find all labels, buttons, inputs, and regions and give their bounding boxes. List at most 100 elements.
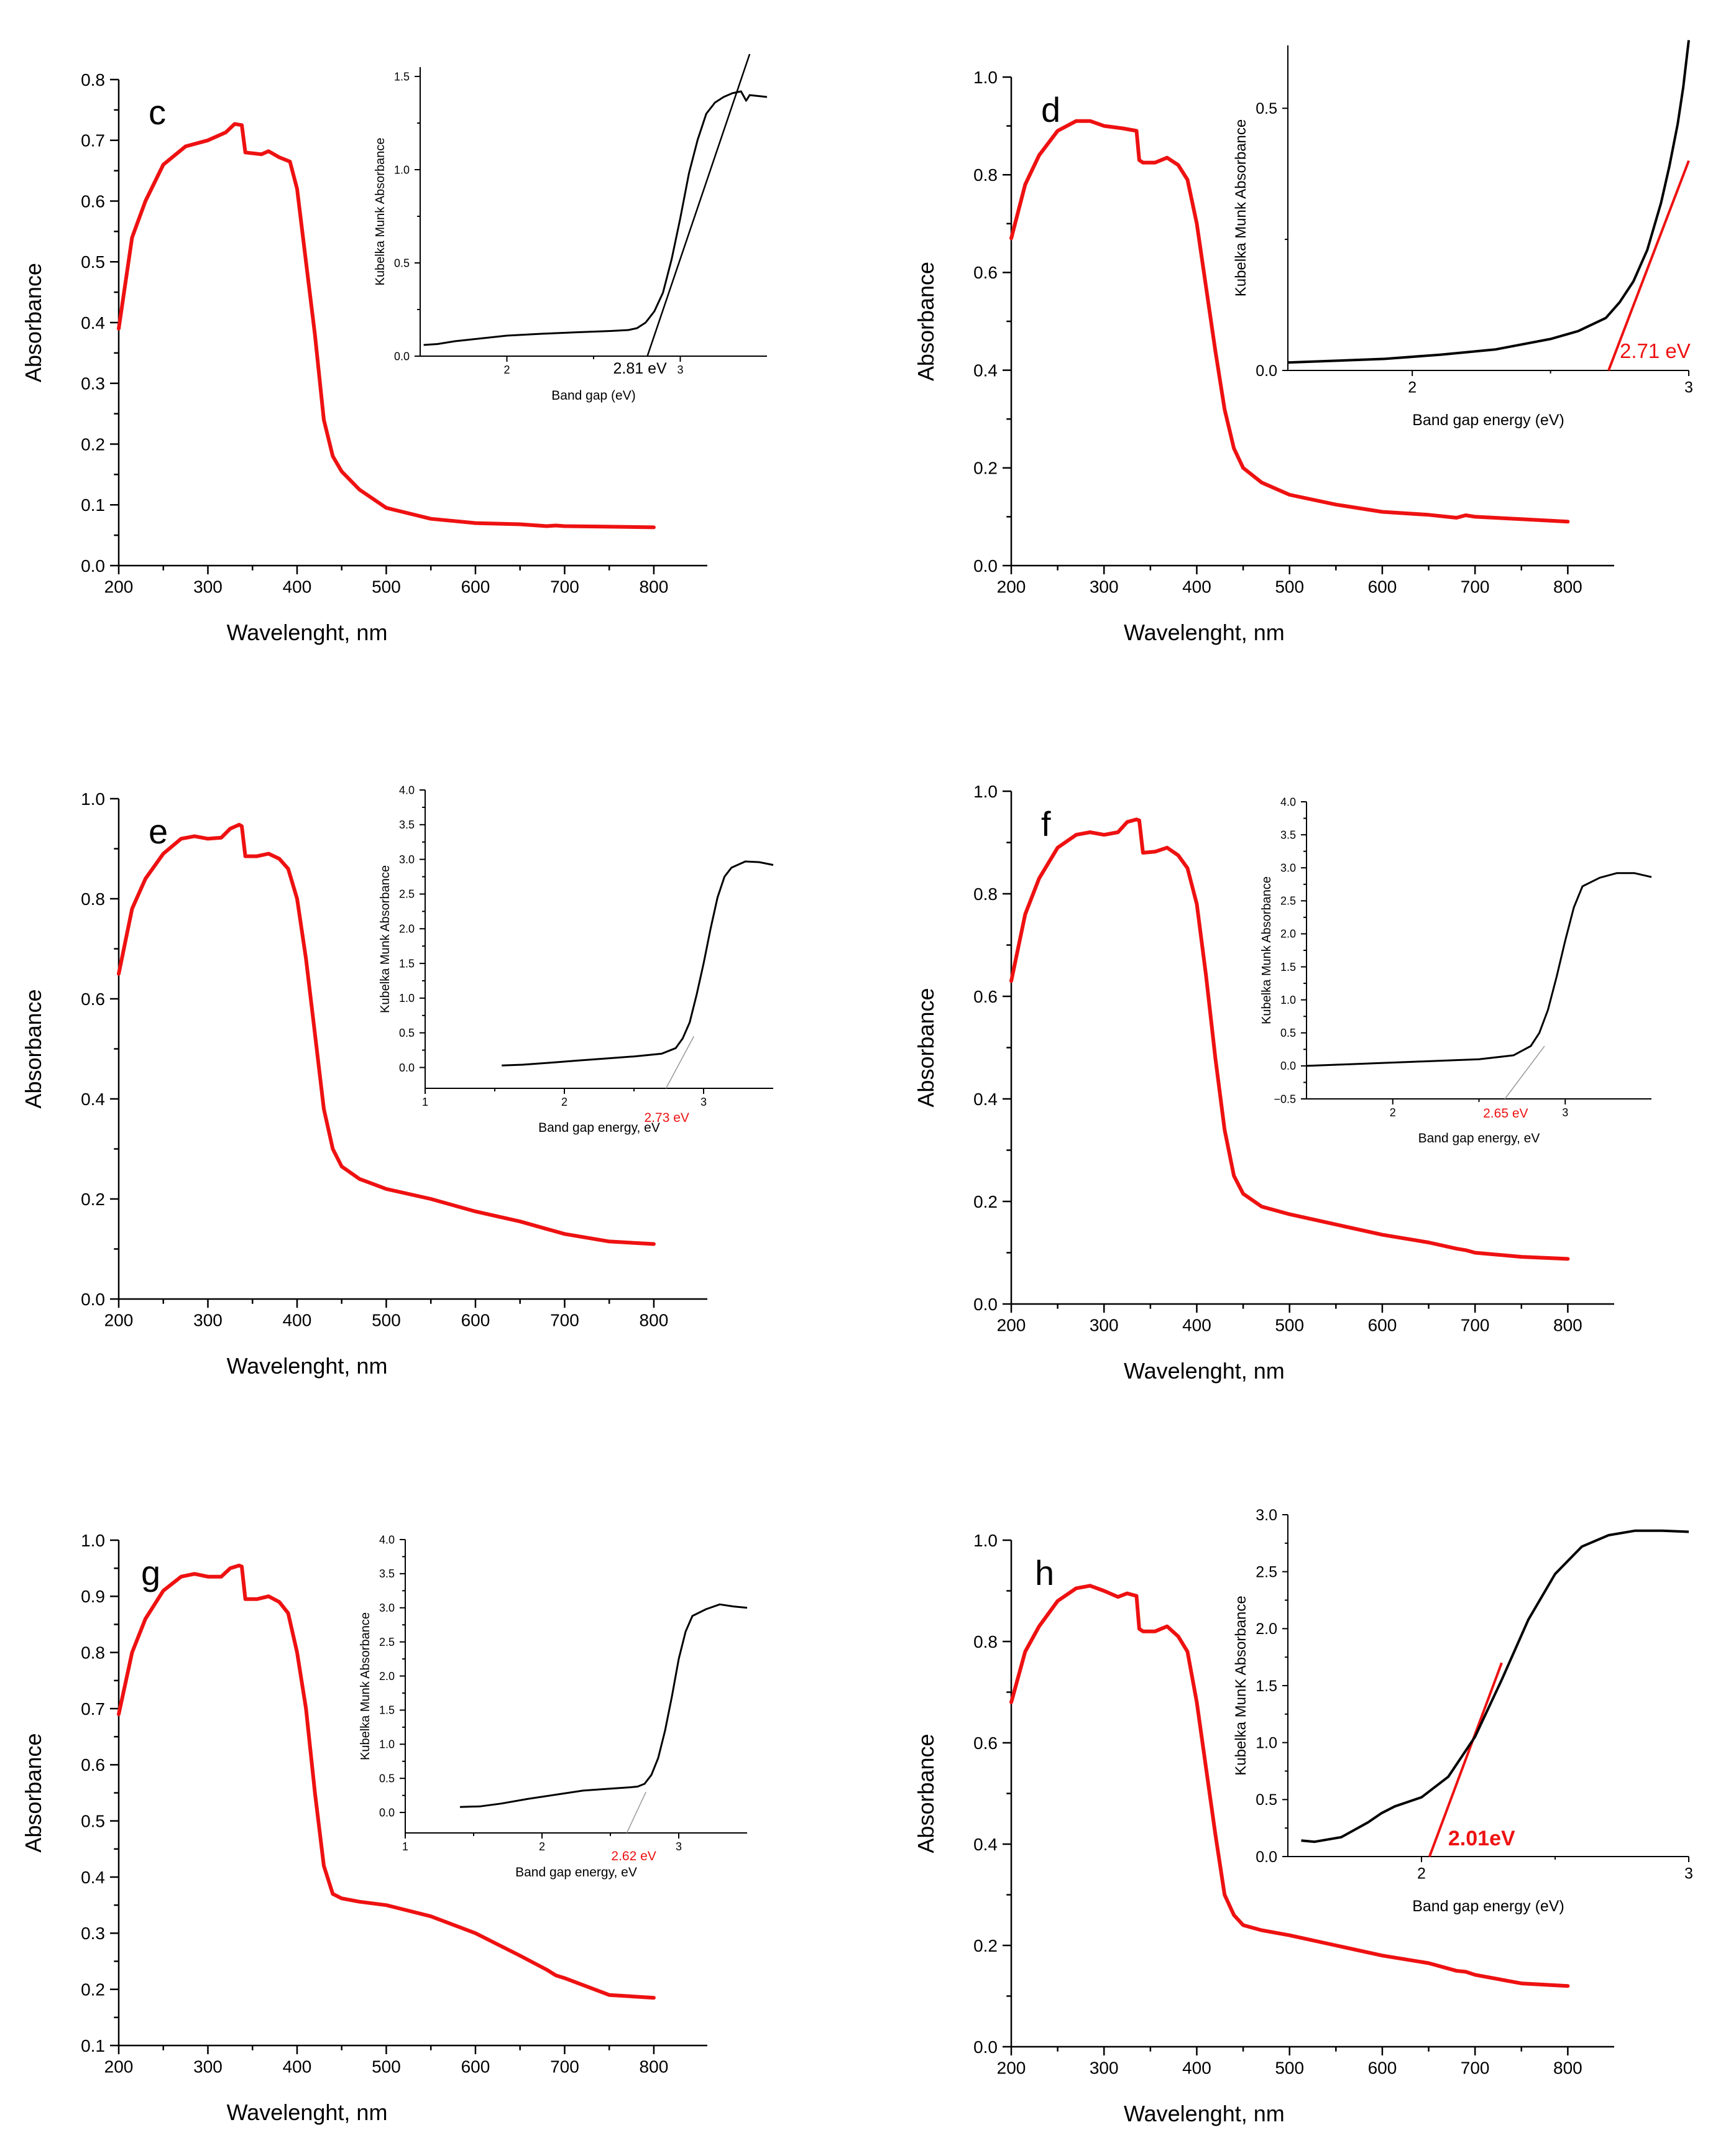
main-y-tick-label: 0.3 xyxy=(81,1924,105,1943)
main-x-tick-label: 200 xyxy=(997,1315,1026,1334)
inset-y-tick-label: 0.5 xyxy=(1256,1791,1277,1809)
inset-y-tick-label: 3.0 xyxy=(1280,862,1296,875)
panel-g: 200 300 400 500 600 700 800 0.1 0.2 0.3 0.4 0.5 0.6 0… xyxy=(21,1531,748,2125)
main-y-tick-label: 0.0 xyxy=(81,1290,105,1309)
inset-x-tick-label: 1 xyxy=(422,1096,428,1108)
inset-x-axis-label: Band gap energy (eV) xyxy=(1412,411,1564,429)
band-gap-annotation: 2.62 eV xyxy=(611,1849,656,1863)
inset-y-tick-label: 3.5 xyxy=(379,1568,395,1580)
main-y-tick-label: 0.1 xyxy=(81,495,105,515)
panel-f: 200 300 400 500 600 700 800 0.0 0.2 0.4 0.6 0.8 1.0 f… xyxy=(913,782,1652,1384)
main-x-tick-label: 300 xyxy=(1090,2058,1119,2077)
main-x-axis-label: Wavelenght, nm xyxy=(227,620,388,645)
inset-y-tick-label: 0.0 xyxy=(1256,1848,1277,1866)
main-y-tick-label: 0.8 xyxy=(973,165,998,185)
main-x-tick-label: 200 xyxy=(104,577,134,596)
inset-y-tick-label: 1.0 xyxy=(1280,994,1296,1006)
main-y-axis-label: Absorbance xyxy=(21,263,46,382)
inset-x-tick-label: 3 xyxy=(700,1096,707,1108)
main-y-axis-label: Absorbance xyxy=(21,989,46,1108)
main-x-tick-label: 800 xyxy=(1553,577,1582,596)
inset-x-tick-label: 2 xyxy=(503,364,510,376)
tangent-fit-line xyxy=(665,1035,694,1089)
tangent-fit-line xyxy=(646,53,751,357)
inset-y-tick-label: 1.5 xyxy=(399,957,415,970)
main-x-tick-label: 600 xyxy=(1368,1315,1397,1334)
main-x-tick-label: 800 xyxy=(1553,1315,1582,1334)
main-y-tick-label: 1.0 xyxy=(973,782,998,801)
main-y-tick-label: 0.8 xyxy=(81,1643,105,1662)
main-x-tick-label: 200 xyxy=(104,2057,134,2076)
main-x-tick-label: 500 xyxy=(1275,577,1304,596)
inset-x-axis-label: Band gap (eV) xyxy=(551,388,635,403)
inset-y-tick-label: 3.0 xyxy=(1256,1507,1277,1524)
main-x-tick-label: 600 xyxy=(461,577,490,596)
main-y-tick-label: 1.0 xyxy=(81,789,105,809)
inset-y-tick-label: 0.5 xyxy=(399,1027,415,1039)
inset-y-tick-label: 1.0 xyxy=(394,163,410,176)
inset-y-tick-label: 2.0 xyxy=(379,1670,395,1683)
main-x-tick-label: 300 xyxy=(1090,577,1119,596)
inset-y-axis-label: Kubelka Munk Absorbance xyxy=(379,865,392,1013)
inset-y-tick-label: 0.5 xyxy=(394,257,410,269)
main-y-tick-label: 1.0 xyxy=(973,68,998,87)
main-x-tick-label: 800 xyxy=(640,577,669,596)
inset-x-axis-label: Band gap energy (eV) xyxy=(1412,1898,1564,1915)
panel-label: f xyxy=(1041,804,1051,843)
main-y-tick-label: 0.6 xyxy=(973,263,998,282)
main-y-tick-label: 0.6 xyxy=(81,191,105,211)
inset-y-tick-label: 3.0 xyxy=(379,1602,395,1614)
main-x-tick-label: 500 xyxy=(372,1310,401,1329)
absorbance-curve xyxy=(1009,1584,1570,1988)
inset-y-axis-label: Kubelka Munk Absorbance xyxy=(1233,119,1249,297)
main-x-tick-label: 200 xyxy=(104,1310,134,1329)
main-y-tick-label: 0.8 xyxy=(973,884,998,904)
main-y-tick-label: 0.8 xyxy=(973,1632,998,1651)
main-x-tick-label: 700 xyxy=(550,577,579,596)
band-gap-annotation: 2.65 eV xyxy=(1483,1106,1528,1121)
inset-x-tick-label: 3 xyxy=(677,364,683,376)
tangent-fit-line xyxy=(626,1791,646,1834)
main-y-tick-label: 0.7 xyxy=(81,1699,105,1719)
main-y-tick-label: 0.1 xyxy=(81,2036,105,2055)
main-x-tick-label: 700 xyxy=(550,2057,579,2076)
inset-y-axis-label: Kubelka Munk Absorbance xyxy=(374,138,387,286)
main-x-axis-label: Wavelenght, nm xyxy=(1124,620,1285,645)
main-x-tick-label: 400 xyxy=(1182,2058,1211,2077)
inset-y-tick-label: 0.0 xyxy=(394,350,410,362)
main-y-tick-label: 0.7 xyxy=(81,131,105,150)
panel-e: 200 300 400 500 600 700 800 0.0 0.2 0.4 0.6 0.8 1.0 e… xyxy=(21,784,774,1379)
main-x-tick-label: 200 xyxy=(997,577,1026,596)
absorbance-curve xyxy=(117,1563,656,2000)
panel-label: d xyxy=(1041,90,1060,129)
main-x-tick-label: 500 xyxy=(372,2057,401,2076)
inset-y-tick-label: 4.0 xyxy=(399,784,415,796)
main-x-tick-label: 300 xyxy=(193,2057,223,2076)
main-y-axis-label: Absorbance xyxy=(913,262,939,381)
tangent-fit-line xyxy=(1428,1662,1503,1857)
main-y-tick-label: 0.0 xyxy=(81,556,105,576)
panel-label: g xyxy=(141,1553,160,1592)
band-gap-annotation: 2.01eV xyxy=(1448,1827,1515,1850)
inset-x-tick-label: 3 xyxy=(1684,379,1693,396)
band-gap-annotation: 2.81 eV xyxy=(613,360,667,377)
main-x-tick-label: 400 xyxy=(1182,1315,1211,1334)
inset-y-tick-label: 2.5 xyxy=(379,1636,395,1648)
main-x-tick-label: 800 xyxy=(640,1310,669,1329)
inset-y-tick-label: 2.5 xyxy=(399,888,415,901)
inset-x-axis-label: Band gap energy, eV xyxy=(1418,1131,1540,1146)
inset-y-tick-label: 0.0 xyxy=(399,1062,415,1074)
inset-y-tick-label: 0.0 xyxy=(379,1806,395,1819)
kubelka-munk-curve xyxy=(1306,872,1652,1067)
main-x-tick-label: 400 xyxy=(1182,577,1211,596)
main-y-tick-label: 0.0 xyxy=(973,556,998,576)
main-y-tick-label: 0.2 xyxy=(81,1980,105,1999)
main-y-tick-label: 0.6 xyxy=(81,1755,105,1775)
inset-y-tick-label: 2.5 xyxy=(1256,1563,1277,1581)
inset-y-tick-label: 2.0 xyxy=(1280,928,1296,940)
main-y-axis-label: Absorbance xyxy=(21,1733,46,1852)
main-y-tick-label: 0.6 xyxy=(81,989,105,1009)
main-y-tick-label: 0.2 xyxy=(973,1936,998,1955)
main-x-axis-label: Wavelenght, nm xyxy=(1124,2101,1285,2126)
